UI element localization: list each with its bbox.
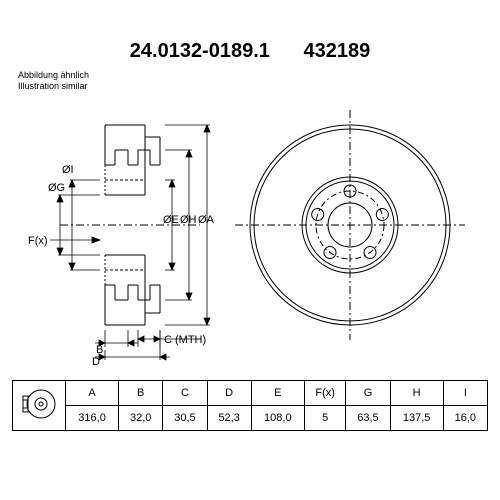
val-G: 63,5 [346,406,390,431]
subtitle-line1: Abbildung ähnlich [18,70,89,81]
label-H: ØH [180,214,197,226]
label-G: ØG [48,182,65,194]
disc-icon [19,386,59,422]
val-E: 108,0 [251,406,304,431]
val-C: 30,5 [163,406,207,431]
subtitle: Abbildung ähnlich Illustration similar [18,70,89,92]
val-F: 5 [304,406,346,431]
col-A: A [66,381,119,406]
label-B: B [96,344,103,356]
val-D: 52,3 [207,406,251,431]
val-H: 137,5 [390,406,443,431]
label-A: ØA [198,214,215,226]
col-B: B [119,381,163,406]
col-C: C [163,381,207,406]
col-F: F(x) [304,381,346,406]
col-H: H [390,381,443,406]
side-view [60,125,200,325]
val-A: 316,0 [66,406,119,431]
table-value-row: 316,0 32,0 30,5 52,3 108,0 5 63,5 137,5 … [13,406,488,431]
header: 24.0132-0189.1 432189 [0,40,500,63]
label-E: ØE [163,214,179,226]
technical-diagram: ØI ØG ØE ØH ØA F(x) B D C (MTH) [0,95,500,365]
label-I: ØI [62,164,74,176]
short-number: 432189 [303,40,370,62]
front-view [235,110,465,340]
col-E: E [251,381,304,406]
val-B: 32,0 [119,406,163,431]
label-D: D [92,356,100,365]
col-D: D [207,381,251,406]
col-G: G [346,381,390,406]
disc-icon-cell [13,381,66,431]
val-I: 16,0 [443,406,487,431]
label-C: C (MTH) [164,334,206,346]
dimension-table: A B C D E F(x) G H I 316,0 32,0 30,5 52,… [12,380,488,431]
col-I: I [443,381,487,406]
part-number: 24.0132-0189.1 [130,40,270,62]
table-header-row: A B C D E F(x) G H I [13,381,488,406]
subtitle-line2: Illustration similar [18,81,89,92]
label-F: F(x) [28,235,48,247]
